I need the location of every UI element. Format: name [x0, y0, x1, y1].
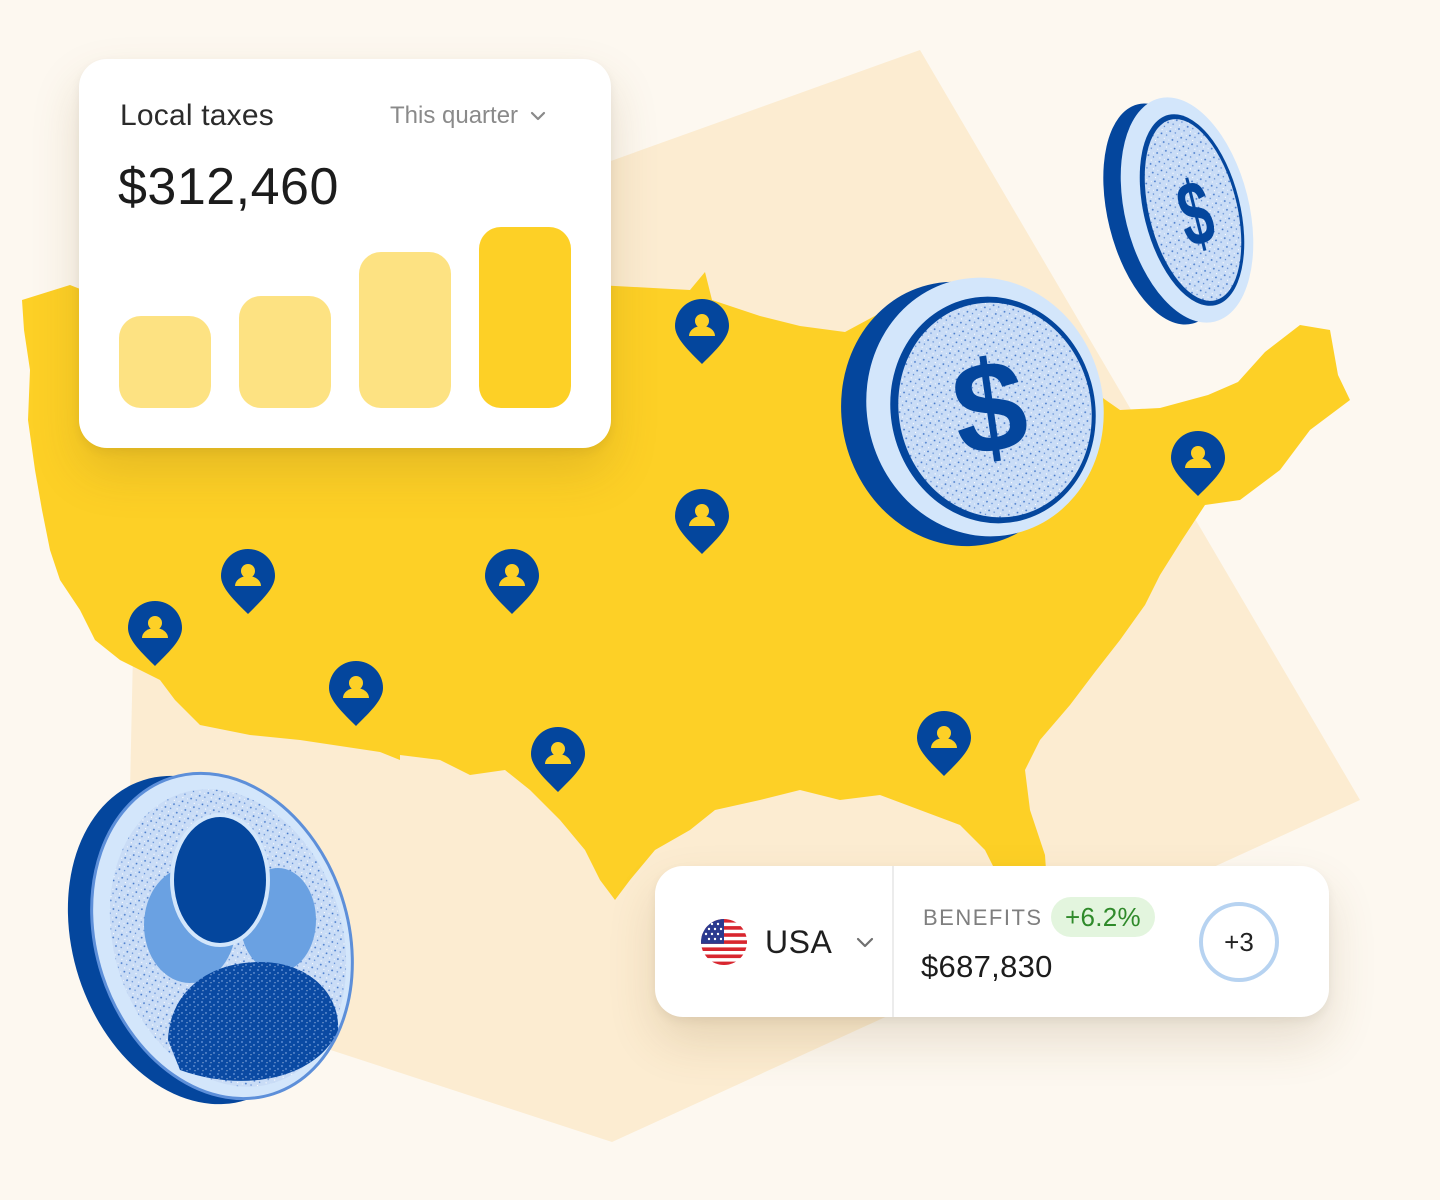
period-label: This quarter: [390, 102, 519, 129]
us-flag-icon: [701, 919, 747, 965]
divider: [892, 866, 894, 1017]
country-dropdown[interactable]: USA: [701, 916, 874, 968]
more-count-badge[interactable]: +3: [1199, 902, 1279, 982]
location-pins: [128, 299, 1225, 792]
benefits-label: BENEFITS: [923, 905, 1043, 930]
location-pin-icon: [675, 489, 729, 554]
tax-bar-chart: [119, 227, 571, 408]
chevron-down-icon: [857, 937, 874, 947]
location-pin-icon: [1171, 431, 1225, 496]
tax-bar: [359, 252, 451, 408]
tax-bar: [479, 227, 571, 408]
location-pin-icon: [329, 661, 383, 726]
location-pin-icon: [221, 549, 275, 614]
dollar-coin-icon: $: [841, 277, 1104, 547]
people-coin-icon: [67, 771, 354, 1105]
card-title: Local taxes: [120, 99, 274, 132]
tax-amount: $312,460: [118, 158, 339, 216]
benefits-amount: $687,830: [921, 949, 1053, 984]
local-taxes-card: Local taxes This quarter $312,460: [79, 59, 611, 448]
benefits-card: USA BENEFITS +6.2% $687,830 +3: [655, 866, 1329, 1017]
location-pin-icon: [917, 711, 971, 776]
location-pin-icon: [531, 727, 585, 792]
location-pin-icon: [675, 299, 729, 364]
location-pin-icon: [485, 549, 539, 614]
period-dropdown[interactable]: This quarter: [390, 101, 546, 131]
change-badge: +6.2%: [1051, 897, 1155, 937]
country-label: USA: [765, 923, 833, 960]
tax-bar: [119, 316, 211, 408]
chevron-down-icon: [530, 111, 546, 121]
location-pin-icon: [128, 601, 182, 666]
tax-bar: [239, 296, 331, 408]
dollar-coin-icon: $: [1103, 97, 1254, 325]
